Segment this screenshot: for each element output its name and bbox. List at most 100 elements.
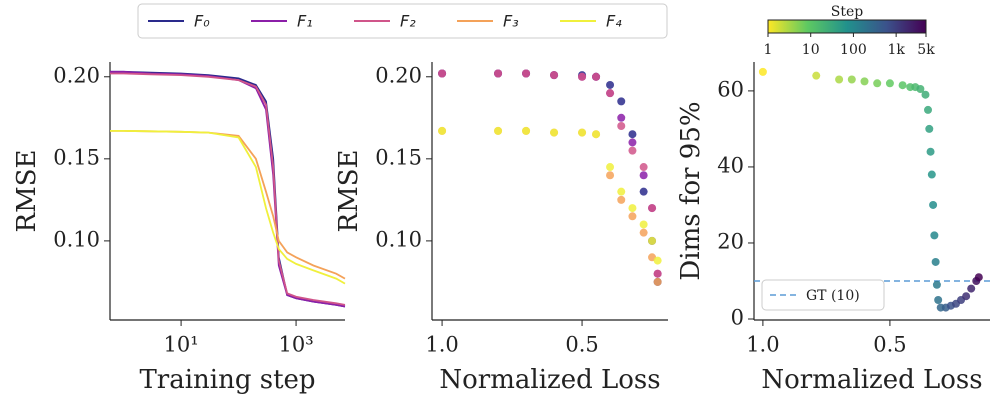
colorbar <box>767 19 927 34</box>
point <box>929 200 938 209</box>
legend-label: F₃ <box>503 12 519 31</box>
point <box>962 292 971 301</box>
point <box>628 138 637 147</box>
legend-label: F₂ <box>400 12 416 31</box>
y-tick-label: 0 <box>731 306 744 330</box>
x-tick-label: 10³ <box>278 333 313 357</box>
point <box>873 79 882 88</box>
point <box>648 236 657 245</box>
y-tick-label: 0.15 <box>375 145 422 169</box>
point <box>812 71 821 80</box>
point <box>860 77 869 86</box>
y-axis-label: Dims for 95% <box>676 101 706 280</box>
point <box>639 220 648 229</box>
point <box>639 171 648 180</box>
colorbar-title: Step <box>831 4 864 20</box>
point <box>921 90 930 99</box>
point <box>925 124 934 133</box>
point <box>931 257 940 266</box>
point <box>932 280 941 289</box>
legend-frame <box>761 279 885 311</box>
line <box>110 72 346 306</box>
y-tick-label: 0.15 <box>53 145 100 169</box>
x-tick-label: 1.0 <box>425 333 458 357</box>
point <box>617 113 626 122</box>
point <box>628 130 637 139</box>
line <box>110 130 346 285</box>
point <box>617 122 626 131</box>
legend-frame <box>137 3 668 39</box>
legend-label: F₁ <box>297 12 313 31</box>
point <box>606 163 615 172</box>
point <box>926 147 935 156</box>
point <box>617 195 626 204</box>
point <box>639 228 648 237</box>
point <box>617 97 626 106</box>
point <box>758 67 767 76</box>
y-tick-label: 0.10 <box>53 227 100 251</box>
point <box>934 296 943 305</box>
legend-label: F₄ <box>606 12 622 31</box>
point <box>606 171 615 180</box>
point <box>550 128 559 137</box>
colorbar-tick-label: 100 <box>840 42 867 58</box>
x-axis-label: Training step <box>139 365 315 395</box>
legend-label: GT (10) <box>806 288 860 304</box>
x-tick-label: 10¹ <box>164 333 199 357</box>
x-tick-label: 0.5 <box>873 333 906 357</box>
point <box>522 126 531 135</box>
colorbar-tick-label: 5k <box>917 42 935 58</box>
point <box>628 212 637 221</box>
point <box>639 187 648 196</box>
point <box>628 146 637 155</box>
point <box>606 80 615 89</box>
point <box>916 84 925 93</box>
point <box>494 126 503 135</box>
point <box>578 128 587 137</box>
point <box>930 231 939 240</box>
y-tick-label: 0.20 <box>375 63 422 87</box>
point <box>592 72 601 81</box>
y-axis-label: RMSE <box>334 150 364 233</box>
point <box>522 69 531 78</box>
point <box>967 284 976 293</box>
colorbar-tick-label: 10 <box>802 42 820 58</box>
point <box>592 130 601 139</box>
x-tick-label: 1.0 <box>746 333 779 357</box>
point <box>639 163 648 172</box>
point <box>927 170 936 179</box>
point <box>550 71 559 80</box>
y-axis-label: RMSE <box>12 150 42 233</box>
legend-label: F₀ <box>194 12 210 31</box>
point <box>648 204 657 213</box>
x-tick-label: 0.5 <box>565 333 598 357</box>
point <box>653 256 662 265</box>
point <box>438 126 447 135</box>
y-tick-label: 0.10 <box>375 227 422 251</box>
point <box>578 72 587 81</box>
line <box>110 130 346 280</box>
point <box>974 273 983 282</box>
colorbar-tick-label: 1 <box>764 42 773 58</box>
point <box>653 269 662 278</box>
x-axis-label: Normalized Loss <box>761 365 982 395</box>
point <box>924 105 933 114</box>
colorbar-tick-label: 1k <box>887 42 905 58</box>
point <box>885 79 894 88</box>
point <box>898 81 907 90</box>
y-tick-label: 20 <box>717 229 744 253</box>
point <box>653 277 662 286</box>
line <box>110 70 346 308</box>
x-axis-label: Normalized Loss <box>439 365 660 395</box>
y-tick-label: 40 <box>717 153 744 177</box>
point <box>494 69 503 78</box>
point <box>606 89 615 98</box>
point <box>835 75 844 84</box>
y-tick-label: 60 <box>717 77 744 101</box>
point <box>617 187 626 196</box>
point <box>847 75 856 84</box>
line <box>110 70 346 308</box>
y-tick-label: 0.20 <box>53 63 100 87</box>
point <box>628 204 637 213</box>
